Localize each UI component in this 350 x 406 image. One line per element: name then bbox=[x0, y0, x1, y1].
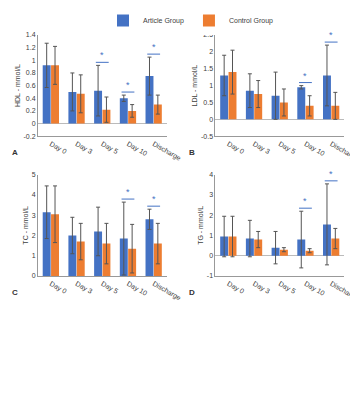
svg-text:Day 3: Day 3 bbox=[74, 140, 94, 156]
svg-text:Day 10: Day 10 bbox=[125, 140, 148, 158]
svg-text:2: 2 bbox=[32, 232, 36, 239]
svg-text:0.5: 0.5 bbox=[203, 99, 213, 106]
svg-text:4: 4 bbox=[32, 191, 36, 198]
svg-text:2: 2 bbox=[209, 212, 213, 219]
svg-text:Discharge: Discharge bbox=[328, 140, 350, 163]
svg-text:0: 0 bbox=[32, 272, 36, 279]
svg-text:Day 0: Day 0 bbox=[48, 140, 68, 156]
svg-text:Day 3: Day 3 bbox=[251, 280, 271, 296]
svg-text:Day 3: Day 3 bbox=[251, 140, 271, 156]
svg-text:4: 4 bbox=[209, 171, 213, 178]
svg-text:Day 5: Day 5 bbox=[100, 280, 120, 296]
svg-text:1: 1 bbox=[32, 252, 36, 259]
svg-text:Discharge: Discharge bbox=[328, 280, 350, 303]
svg-text:*: * bbox=[100, 50, 104, 60]
svg-text:*: * bbox=[329, 169, 333, 179]
svg-text:-1: -1 bbox=[207, 272, 213, 279]
svg-text:*: * bbox=[303, 71, 307, 81]
svg-text:1.4: 1.4 bbox=[26, 31, 36, 38]
svg-text:1: 1 bbox=[32, 57, 36, 64]
svg-text:HDL - mmol/L: HDL - mmol/L bbox=[14, 64, 21, 107]
svg-text:0: 0 bbox=[32, 120, 36, 127]
svg-text:1.5: 1.5 bbox=[203, 65, 213, 72]
svg-text:*: * bbox=[126, 187, 130, 197]
svg-text:Day 5: Day 5 bbox=[100, 140, 120, 156]
svg-text:*: * bbox=[152, 42, 156, 52]
svg-text:Discharge: Discharge bbox=[151, 140, 182, 163]
svg-text:*: * bbox=[126, 80, 130, 90]
svg-text:A: A bbox=[12, 148, 18, 157]
svg-text:1: 1 bbox=[209, 232, 213, 239]
svg-text:0: 0 bbox=[209, 252, 213, 259]
svg-text:3: 3 bbox=[32, 212, 36, 219]
svg-text:Day 10: Day 10 bbox=[303, 140, 326, 158]
svg-text:0: 0 bbox=[209, 116, 213, 123]
svg-text:TG - mmol/L: TG - mmol/L bbox=[197, 206, 204, 245]
svg-text:Day 10: Day 10 bbox=[125, 280, 148, 298]
svg-text:Day 0: Day 0 bbox=[226, 280, 246, 296]
svg-text:1.2: 1.2 bbox=[26, 44, 36, 51]
svg-text:Day 5: Day 5 bbox=[277, 280, 297, 296]
svg-text:-0.5: -0.5 bbox=[201, 133, 213, 140]
svg-text:0.6: 0.6 bbox=[26, 82, 36, 89]
svg-text:Day 5: Day 5 bbox=[277, 140, 297, 156]
svg-text:0.8: 0.8 bbox=[26, 69, 36, 76]
svg-text:3: 3 bbox=[209, 191, 213, 198]
svg-text:C: C bbox=[12, 288, 18, 297]
svg-text:D: D bbox=[189, 288, 195, 297]
svg-text:1: 1 bbox=[209, 82, 213, 89]
svg-text:5: 5 bbox=[32, 171, 36, 178]
svg-text:0.4: 0.4 bbox=[26, 95, 36, 102]
svg-text:*: * bbox=[152, 194, 156, 204]
svg-text:Day 10: Day 10 bbox=[303, 280, 326, 298]
svg-text:Discharge: Discharge bbox=[151, 280, 182, 303]
svg-text:-0.2: -0.2 bbox=[24, 133, 36, 140]
svg-text:2: 2 bbox=[209, 48, 213, 55]
svg-text:LDL - mmol/L: LDL - mmol/L bbox=[191, 65, 198, 107]
svg-text:0.2: 0.2 bbox=[26, 107, 36, 114]
svg-text:Day 0: Day 0 bbox=[226, 140, 246, 156]
svg-text:TC - mmol/L: TC - mmol/L bbox=[22, 206, 29, 245]
svg-text:B: B bbox=[189, 148, 195, 157]
svg-text:Day 0: Day 0 bbox=[48, 280, 68, 296]
svg-text:Day 3: Day 3 bbox=[74, 280, 94, 296]
svg-text:Article Group: Article Group bbox=[143, 17, 184, 25]
svg-text:Control Group: Control Group bbox=[229, 17, 273, 25]
svg-text:*: * bbox=[329, 30, 333, 40]
svg-text:*: * bbox=[303, 196, 307, 206]
